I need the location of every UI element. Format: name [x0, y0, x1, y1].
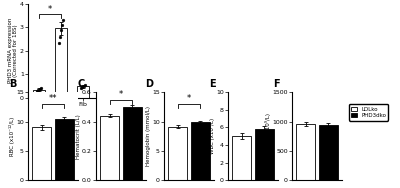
Point — [58, 28, 64, 31]
Text: **: ** — [49, 94, 57, 103]
Point — [79, 86, 86, 89]
Bar — [123, 107, 142, 180]
Y-axis label: PHD3 mRNA expression
(Corrected for 18S): PHD3 mRNA expression (Corrected for 18S) — [8, 18, 18, 83]
Text: F: F — [273, 79, 280, 89]
Point — [38, 86, 44, 89]
Point — [82, 83, 88, 86]
Bar — [99, 95, 111, 98]
Y-axis label: WBC (x10⁹/L): WBC (x10⁹/L) — [209, 118, 215, 154]
Bar — [100, 116, 119, 180]
Y-axis label: Platelets (x10⁹/L): Platelets (x10⁹/L) — [265, 113, 271, 160]
Point — [57, 35, 63, 38]
Bar — [232, 136, 251, 180]
Text: A: A — [2, 0, 9, 1]
Text: C: C — [77, 79, 84, 89]
Bar — [255, 129, 274, 180]
Point — [59, 23, 65, 26]
Text: *: * — [187, 94, 191, 103]
Y-axis label: RBC (x10⁻¹²/L): RBC (x10⁻¹²/L) — [9, 117, 15, 156]
Point — [35, 89, 42, 92]
Point — [34, 90, 40, 93]
Y-axis label: Hemoglobin (mmol/L): Hemoglobin (mmol/L) — [146, 106, 151, 166]
Bar — [33, 89, 45, 98]
Y-axis label: Hematocrit (L/L): Hematocrit (L/L) — [76, 114, 80, 159]
Point — [100, 94, 106, 97]
Legend: LDLko, PHD3dko: LDLko, PHD3dko — [349, 104, 388, 121]
Text: D: D — [145, 79, 153, 89]
Point — [104, 92, 110, 96]
Point — [102, 93, 109, 96]
Bar — [168, 127, 187, 180]
Point — [60, 19, 66, 22]
Point — [80, 85, 87, 88]
Point — [56, 41, 62, 44]
Bar — [32, 127, 51, 180]
Bar — [77, 86, 89, 98]
Point — [36, 87, 43, 90]
Point — [101, 94, 108, 97]
Bar — [55, 119, 74, 180]
Text: E: E — [209, 79, 216, 89]
Bar — [296, 124, 315, 180]
Text: B: B — [9, 79, 16, 89]
Bar — [191, 122, 210, 180]
Bar — [319, 125, 338, 180]
Text: *: * — [119, 90, 123, 99]
Bar — [55, 28, 67, 98]
Point — [78, 87, 84, 90]
Text: *: * — [48, 5, 52, 14]
